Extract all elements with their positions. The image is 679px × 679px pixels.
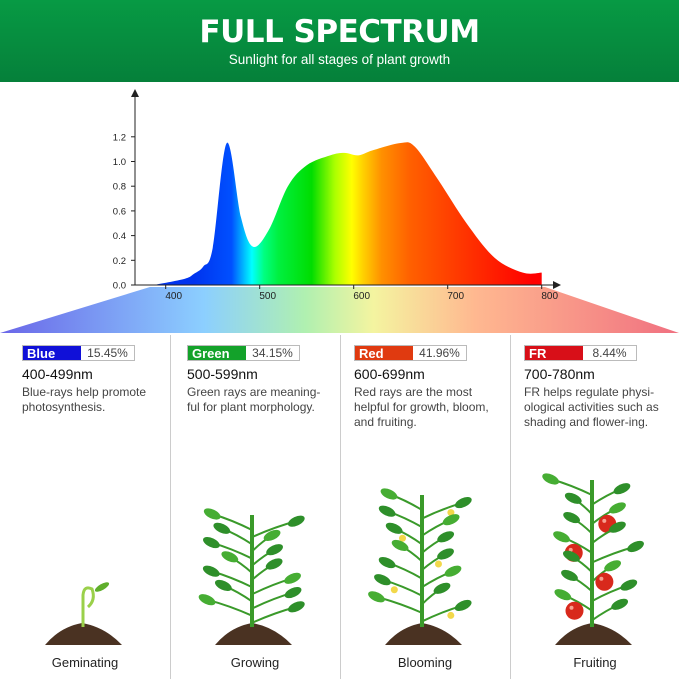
stage-label: Blooming: [397, 655, 453, 670]
header-banner: FULL SPECTRUM Sunlight for all stages of…: [0, 0, 679, 82]
x-tick-label: 600: [353, 291, 370, 302]
band-range: 400-499nm: [22, 366, 93, 382]
x-axis-arrow: [553, 281, 561, 289]
stage-label: Fruiting: [573, 655, 617, 670]
band-red: Red 41.96% 600-699nm Red rays are the mos…: [354, 345, 514, 430]
band-blue: Blue 15.45% 400-499nm Blue-rays help prom…: [22, 345, 182, 415]
band-fr: FR 8.44% 700-780nm FR helps regulate phys…: [524, 345, 679, 430]
y-tick-label: 0.2: [113, 256, 126, 267]
x-tick-label: 700: [447, 291, 464, 302]
x-tick-label: 500: [259, 291, 276, 302]
seedling-icon: [45, 582, 122, 645]
x-tick-label: 400: [165, 291, 182, 302]
band-name: Green: [188, 346, 246, 361]
spectrum-chart: 400 500 600 700 800 0.0 0.2 0.4 0.6 0.8 1.0 1.2: [0, 89, 679, 333]
band-range: 600-699nm: [354, 366, 425, 382]
band-description: Green rays are meaning-ful for plant mor…: [187, 385, 321, 414]
band-badge: Green 34.15%: [187, 345, 300, 361]
band-name: Red: [355, 346, 413, 361]
band-range: 500-599nm: [187, 366, 258, 382]
band-description: Red rays are the most helpful for growth…: [354, 385, 489, 429]
x-tick-label: 800: [541, 291, 558, 302]
y-tick-label: 0.4: [113, 231, 126, 242]
y-tick-label: 1.2: [113, 132, 126, 143]
band-badge: FR 8.44%: [524, 345, 637, 361]
page-title: FULL SPECTRUM: [199, 14, 480, 50]
band-percent: 34.15%: [252, 346, 293, 360]
growing-plant-icon: [198, 508, 305, 645]
band-range: 700-780nm: [524, 366, 595, 382]
band-description: Blue-rays help promote photosynthesis.: [22, 385, 147, 414]
spectrum-area: [153, 142, 542, 285]
y-tick-label: 1.0: [113, 157, 126, 168]
divider: [170, 335, 171, 679]
y-tick-label: 0.0: [113, 281, 126, 292]
band-green: Green 34.15% 500-599nm Green rays are mea…: [187, 345, 347, 415]
band-description: FR helps regulate physi-ological activit…: [524, 385, 659, 429]
stage-label: Growing: [230, 655, 280, 670]
fruiting-plant-icon: [542, 473, 644, 645]
band-percent: 41.96%: [419, 346, 460, 360]
blooming-plant-icon: [368, 488, 472, 645]
band-badge: Red 41.96%: [354, 345, 467, 361]
divider: [510, 335, 511, 679]
stage-label: Geminating: [51, 655, 119, 670]
axes: 400 500 600 700 800 0.0 0.2 0.4 0.6 0.8 1.0 1.2: [113, 89, 561, 302]
page-subtitle: Sunlight for all stages of plant growth: [228, 52, 451, 67]
spectrum-projection: [0, 287, 679, 333]
band-badge: Blue 15.45%: [22, 345, 135, 361]
divider: [340, 335, 341, 679]
y-tick-label: 0.8: [113, 182, 126, 193]
band-name: Blue: [23, 346, 81, 361]
band-name: FR: [525, 346, 583, 361]
y-tick-label: 0.6: [113, 206, 126, 217]
band-percent: 8.44%: [592, 346, 627, 360]
band-percent: 15.45%: [87, 346, 128, 360]
y-axis-arrow: [131, 89, 139, 97]
